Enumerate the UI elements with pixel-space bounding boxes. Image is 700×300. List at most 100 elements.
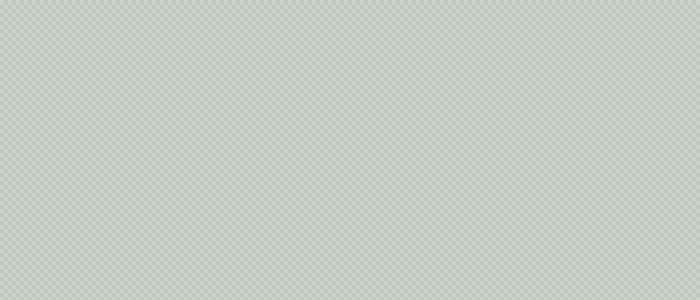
Bar [48, 56, 52, 60]
Bar [420, 196, 424, 200]
Bar [660, 28, 664, 32]
Bar [16, 0, 20, 4]
Bar [276, 256, 280, 260]
Bar [300, 288, 304, 292]
Bar [684, 164, 688, 168]
Bar [224, 196, 228, 200]
Bar [248, 24, 252, 28]
Bar [488, 40, 492, 44]
Bar [116, 44, 120, 48]
Bar [484, 20, 488, 24]
Bar [76, 0, 80, 4]
Bar [648, 88, 652, 92]
Bar [204, 148, 208, 152]
Bar [208, 180, 212, 184]
Bar [140, 32, 144, 36]
Bar [632, 64, 636, 68]
Bar [420, 232, 424, 236]
Bar [432, 212, 436, 216]
Bar [228, 204, 232, 208]
Bar [196, 188, 200, 192]
Bar [468, 28, 472, 32]
Bar [340, 260, 344, 264]
Bar [112, 152, 116, 156]
Bar [260, 248, 264, 252]
Bar [232, 252, 236, 256]
Bar [600, 292, 604, 296]
Bar [84, 236, 88, 240]
Bar [280, 84, 284, 88]
Bar [240, 20, 244, 24]
Bar [72, 256, 76, 260]
Bar [428, 112, 432, 116]
Bar [396, 160, 400, 164]
Bar [104, 272, 108, 276]
Bar [392, 264, 396, 268]
Bar [516, 32, 520, 36]
Bar [564, 176, 568, 180]
Bar [432, 48, 436, 52]
Bar [212, 112, 216, 116]
Bar [372, 52, 376, 56]
Bar [504, 168, 508, 172]
Bar [56, 260, 60, 264]
Bar [248, 192, 252, 196]
Bar [184, 288, 188, 292]
Bar [148, 276, 152, 280]
Bar [12, 180, 16, 184]
Bar [456, 36, 460, 40]
Bar [392, 296, 396, 300]
Bar [164, 40, 168, 44]
Bar [256, 28, 260, 32]
Bar [32, 148, 36, 152]
Bar [320, 80, 324, 84]
Bar [464, 232, 468, 236]
Bar [92, 200, 96, 204]
Bar [44, 72, 48, 76]
Bar [268, 292, 272, 296]
Bar [524, 132, 528, 136]
Bar [600, 0, 604, 4]
Bar [196, 132, 200, 136]
Bar [160, 284, 164, 288]
Bar [80, 140, 84, 144]
Bar [508, 176, 512, 180]
Bar [552, 296, 556, 300]
Bar [92, 104, 96, 108]
Bar [540, 4, 544, 8]
Bar [560, 116, 564, 120]
Bar [48, 120, 52, 124]
Bar [120, 248, 124, 252]
Bar [332, 264, 336, 268]
Bar [512, 276, 516, 280]
Bar [640, 268, 644, 272]
Bar [388, 136, 392, 140]
Bar [92, 32, 96, 36]
Bar [316, 96, 320, 100]
Bar [256, 168, 260, 172]
Bar [160, 264, 164, 268]
Bar [116, 88, 120, 92]
Bar [264, 36, 268, 40]
Bar [440, 80, 444, 84]
Bar [524, 256, 528, 260]
Bar [336, 156, 340, 160]
Bar [464, 88, 468, 92]
Bar [380, 164, 384, 168]
Bar [20, 200, 24, 204]
Bar [340, 244, 344, 248]
Bar [236, 16, 240, 20]
Bar [612, 12, 616, 16]
Bar [616, 36, 620, 40]
Bar [296, 16, 300, 20]
Bar [192, 128, 196, 132]
Bar [504, 248, 508, 252]
Bar [88, 0, 92, 4]
Bar [676, 80, 680, 84]
Bar [96, 192, 100, 196]
Bar [404, 112, 408, 116]
Bar [252, 164, 256, 168]
Bar [644, 228, 648, 232]
Bar [624, 192, 628, 196]
Bar [628, 128, 632, 132]
